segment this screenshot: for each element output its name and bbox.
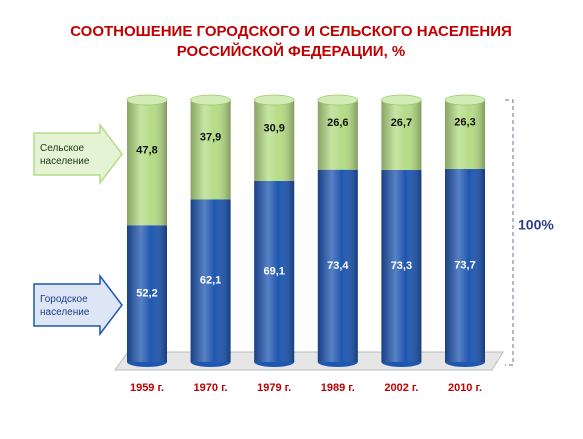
value-label: 26,7	[391, 117, 412, 129]
bar-shine	[254, 100, 295, 181]
value-label: 26,3	[454, 116, 475, 128]
legend-label: Городское население	[40, 294, 90, 318]
bar-shine	[445, 168, 485, 362]
value-label: 47,8	[136, 145, 157, 157]
bar-shine	[381, 169, 422, 362]
legend-label: Сельское население	[40, 143, 90, 167]
chart-subtitle: РОССИЙСКОЙ ФЕДЕРАЦИИ, %	[177, 42, 406, 60]
value-label: 69,1	[263, 265, 284, 277]
value-label: 62,1	[200, 275, 221, 287]
chart-title: СООТНОШЕНИЕ ГОРОДСКОГО И СЕЛЬСКОГО НАСЕЛ…	[70, 23, 512, 40]
bar-shine	[381, 100, 422, 170]
bar-shine	[317, 169, 358, 362]
bar-cap	[444, 94, 486, 106]
legend-arrow	[33, 273, 123, 337]
bar-shine	[317, 100, 358, 170]
value-label: 73,4	[327, 260, 349, 272]
x-tick-label: 2010 г.	[448, 382, 482, 394]
bar-cap	[190, 94, 231, 106]
bar-shine	[127, 100, 167, 226]
value-label: 30,9	[263, 122, 284, 134]
floor	[114, 351, 504, 371]
bracket	[505, 99, 514, 366]
value-label: 73,3	[391, 260, 412, 272]
bar-shine	[190, 100, 231, 200]
bar-shine	[190, 199, 231, 362]
x-tick-label: 1959 г.	[130, 382, 164, 394]
bar-shine	[254, 180, 295, 362]
bar-cap	[317, 94, 359, 106]
bar-shine	[445, 100, 485, 169]
x-tick-label: 1979 г.	[257, 382, 291, 394]
value-label: 73,7	[454, 259, 475, 271]
legend: Сельское население Городское население	[33, 122, 123, 337]
bar-shine	[127, 225, 167, 362]
annotation: 100%	[518, 217, 554, 233]
value-label: 37,9	[200, 132, 221, 144]
x-tick-label: 2002 г.	[384, 382, 418, 394]
x-tick-label: 1989 г.	[321, 382, 355, 394]
x-tick-label: 1970 г.	[194, 382, 228, 394]
bar-cap	[126, 94, 168, 106]
value-label: 26,6	[327, 117, 348, 129]
bar-cap	[381, 94, 422, 106]
value-label: 52,2	[136, 288, 157, 300]
bar-cap	[253, 94, 295, 106]
legend-arrow	[33, 122, 123, 186]
